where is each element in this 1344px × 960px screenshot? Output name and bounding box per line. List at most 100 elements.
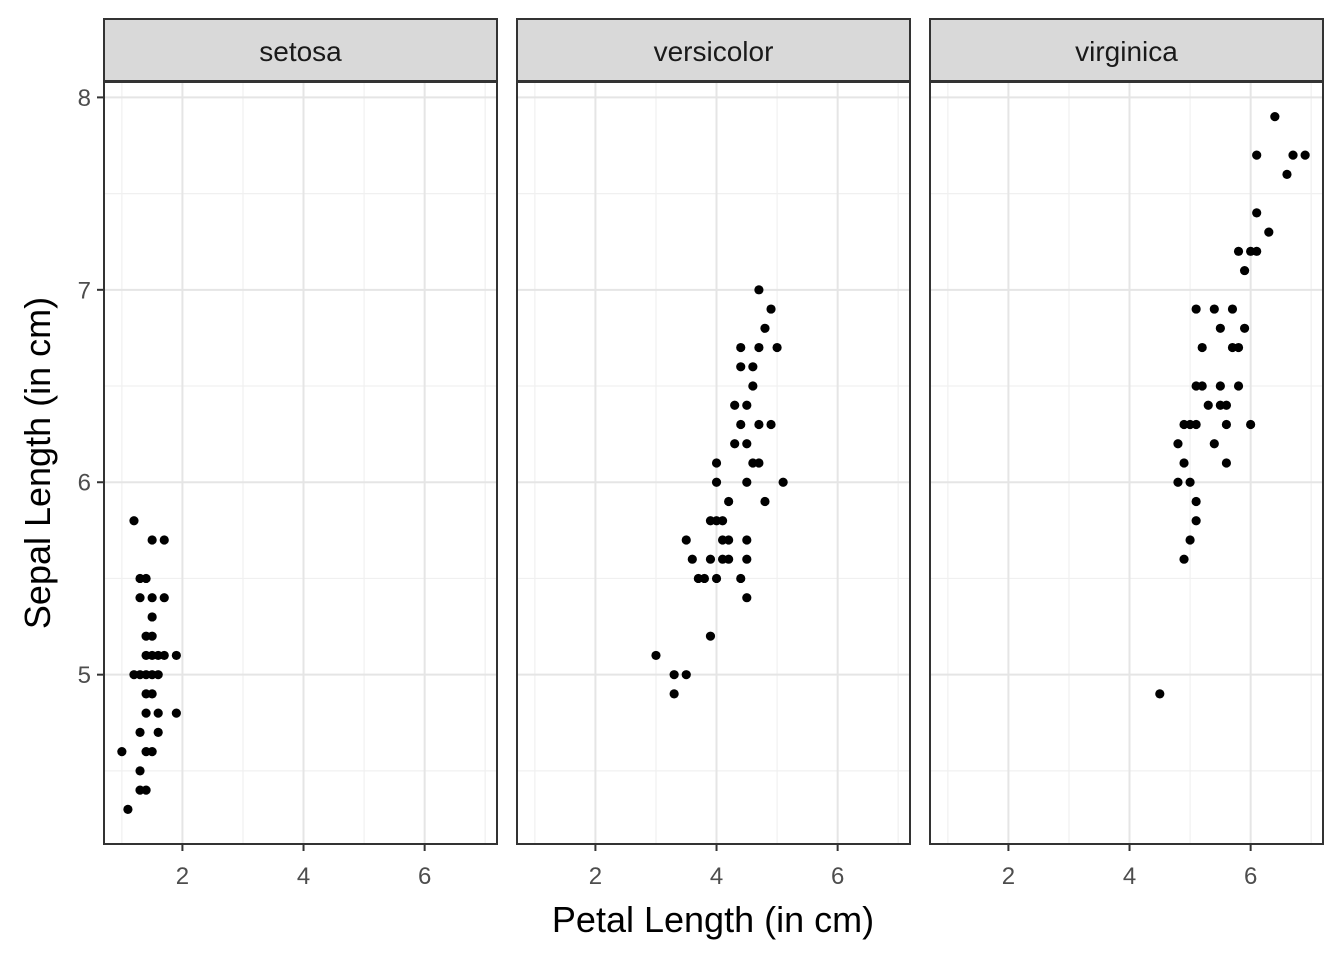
data-point [717,516,728,526]
data-point [135,727,145,737]
data-point [1191,304,1201,314]
data-point [129,516,139,526]
data-point [1282,169,1292,179]
data-point [159,535,169,545]
data-point [754,285,764,295]
facet-panel-virginica: virginica 2 4 6 [929,18,1324,890]
data-point [736,342,746,353]
data-point [141,785,151,795]
data-point [711,458,722,468]
data-point [724,496,734,507]
data-point [147,631,157,641]
data-point [147,535,157,545]
data-point [147,747,157,757]
data-point [1191,419,1201,430]
facet-panels: setosa 2 4 6 versicolor 2 4 6 virginica 2 4 6 [103,18,1324,890]
x-axis-title: Petal Length (in cm) [552,899,874,940]
data-point [159,650,169,661]
data-point [754,458,764,468]
data-point [1209,439,1219,449]
data-point [681,670,691,680]
data-point [159,593,169,603]
data-point [1227,304,1238,314]
data-point [147,689,157,699]
data-point [1233,246,1244,256]
data-point [147,612,157,622]
facet-strip [103,18,498,82]
y-tick-label: 6 [78,470,91,497]
data-point [736,573,746,584]
y-tick-label: 5 [78,662,91,689]
x-tick-label: 6 [831,863,844,890]
panel-background [104,82,497,844]
data-point [772,342,782,353]
y-tick-label: 8 [78,85,91,112]
data-point [736,362,746,372]
facet-strip [516,18,911,82]
data-point [760,323,770,333]
data-point [117,747,127,757]
data-point [699,573,710,584]
data-point [754,419,764,430]
data-point [1252,246,1262,256]
data-point [705,631,716,641]
facet-panel-setosa: setosa 2 4 6 [103,18,498,890]
data-point [171,650,181,661]
data-point [153,670,163,680]
data-point [730,400,740,410]
data-point [651,650,661,661]
data-point [141,573,151,584]
y-axis: 5 6 7 8 [78,85,104,689]
data-point [1221,419,1232,430]
facet-strip-label: versicolor [654,36,774,67]
data-point [748,381,758,391]
data-point [742,477,752,487]
x-tick-label: 6 [418,863,431,890]
x-tick-label: 4 [1123,863,1136,890]
data-point [153,727,163,737]
data-point [681,535,691,545]
data-point [1191,516,1201,526]
data-point [1252,208,1262,218]
y-tick-label: 7 [78,277,91,304]
data-point [1246,419,1256,430]
facet-strip [929,18,1324,82]
data-point [742,535,752,545]
data-point [1179,458,1189,468]
data-point [1300,150,1310,160]
data-point [724,535,734,545]
data-point [135,766,145,776]
y-axis-title: Sepal Length (in cm) [17,297,58,629]
data-point [669,670,679,680]
data-point [742,400,752,410]
data-point [1185,477,1195,487]
data-point [1209,304,1219,314]
x-tick-label: 2 [1002,863,1015,890]
data-point [171,708,181,718]
data-point [1270,112,1280,122]
data-point [687,554,697,564]
data-point [705,554,716,564]
data-point [1239,323,1250,333]
data-point [1197,381,1207,391]
data-point [730,439,740,449]
data-point [669,689,679,699]
data-point [141,708,151,718]
x-tick-label: 2 [176,863,189,890]
data-point [1191,496,1201,507]
data-point [1155,689,1165,699]
data-point [1252,150,1262,160]
facet-panel-versicolor: versicolor 2 4 6 [516,18,911,890]
data-point [1173,477,1183,487]
data-point [1264,227,1274,237]
data-point [742,593,752,603]
data-point [1239,265,1250,276]
data-point [1288,150,1298,160]
data-point [711,477,722,487]
data-point [766,304,776,314]
data-point [1215,323,1225,333]
data-point [742,554,752,564]
x-tick-label: 4 [297,863,310,890]
data-point [1203,400,1213,410]
